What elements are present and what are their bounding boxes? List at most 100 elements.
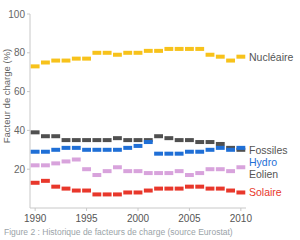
y-tick [27,91,30,92]
data-dash [134,51,143,55]
data-dash [113,165,122,169]
data-dash [154,134,163,138]
data-dash [123,51,132,55]
data-dash [144,171,153,175]
legend-label: Hydro [249,156,277,168]
data-dash [51,59,60,63]
data-dash [226,169,235,173]
data-dash [216,142,225,146]
x-tick-label: 1990 [24,213,47,224]
series [31,47,246,68]
data-dash [226,148,235,152]
data-dash [175,152,184,156]
data-dash [175,169,184,173]
data-dash [236,165,245,169]
data-dash [216,167,225,171]
data-dash [72,158,81,162]
x-tick-label: 1995 [75,213,98,224]
data-dash [92,148,101,152]
chart: 2040608010019901995200020052010Facteur d… [0,0,300,240]
x-tick-label: 2005 [178,213,201,224]
data-dash [92,173,101,177]
data-dash [92,192,101,196]
data-dash [72,146,81,150]
data-dash [134,190,143,194]
data-dash [72,138,81,142]
data-dash [164,187,173,191]
data-dash [62,146,71,150]
data-dash [185,47,194,51]
data-dash [175,138,184,142]
x-tick [138,208,139,211]
series [31,130,246,151]
legend-label: Eolien [249,168,278,180]
data-dash [134,144,143,148]
data-dash [41,163,50,167]
data-dash [154,187,163,191]
legend-label: Nucléaire [249,51,294,63]
data-dash [123,169,132,173]
data-dash [206,53,215,57]
data-dash [31,64,40,68]
data-dash [134,169,143,173]
data-dash [164,152,173,156]
data-dash [41,179,50,183]
data-dash [195,185,204,189]
data-dash [185,185,194,189]
y-axis-label: Facteur de charge (%) [1,49,12,144]
y-tick-label: 40 [14,125,26,136]
data-dash [82,138,91,142]
data-dash [206,187,215,191]
data-dash [195,150,204,154]
series [31,158,246,178]
data-dash [41,150,50,154]
data-dash [72,57,81,61]
y-tick [27,52,30,53]
data-dash [72,189,81,193]
data-dash [41,134,50,138]
data-dash [51,148,60,152]
y-tick [27,169,30,170]
legend-label: Fossiles [249,144,288,156]
data-dash [92,51,101,55]
data-dash [123,146,132,150]
data-dash [154,49,163,53]
data-dash [144,140,153,144]
x-tick [86,208,87,211]
series [31,179,246,197]
data-dash [62,187,71,191]
data-dash [113,53,122,57]
data-dash [62,138,71,142]
data-dash [92,138,101,142]
data-dash [175,47,184,51]
data-dash [51,185,60,189]
data-dash [62,159,71,163]
y-tick-label: 80 [14,47,26,58]
data-dash [185,138,194,142]
x-tick [189,208,190,211]
data-dash [113,148,122,152]
data-dash [216,55,225,59]
data-dash [164,171,173,175]
data-dash [236,190,245,194]
data-dash [31,181,40,185]
data-dash [206,140,215,144]
data-dash [185,150,194,154]
x-tick [35,208,36,211]
data-dash [236,55,245,59]
data-dash [31,163,40,167]
data-dash [82,167,91,171]
data-dash [103,51,112,55]
data-dash [144,49,153,53]
data-dash [51,161,60,165]
data-dash [206,148,215,152]
y-tick-label: 100 [8,9,25,20]
data-dash [51,134,60,138]
series [31,140,246,156]
data-dash [144,189,153,193]
data-dash [195,171,204,175]
data-dash [103,138,112,142]
data-dash [236,146,245,150]
data-dash [31,150,40,154]
data-dash [123,138,132,142]
